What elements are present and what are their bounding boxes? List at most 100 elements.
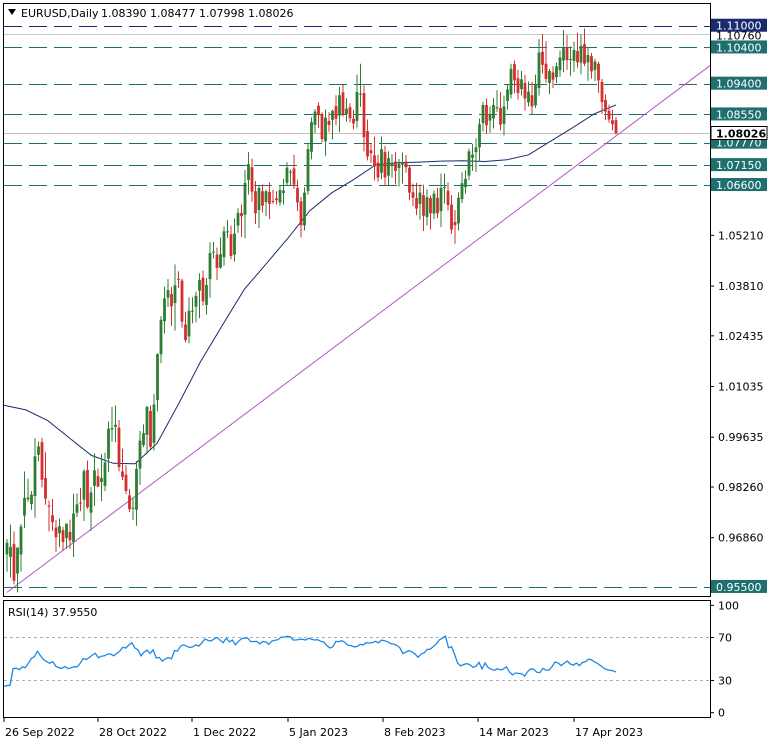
collapse-arrow-icon[interactable] xyxy=(8,9,16,15)
level-tag-box xyxy=(711,40,767,54)
candle-body xyxy=(278,190,282,203)
level-tag-text: 1.09400 xyxy=(716,78,762,91)
candle xyxy=(61,526,65,551)
candle xyxy=(572,41,576,72)
candle-body xyxy=(114,424,117,427)
candle xyxy=(243,169,247,239)
candle xyxy=(96,468,100,488)
price-tick-label: 1.05210 xyxy=(718,229,764,242)
candle-body xyxy=(411,192,415,198)
price-tick-label: 1.02435 xyxy=(718,330,764,343)
candle xyxy=(100,454,103,502)
candle-body xyxy=(215,254,219,268)
candle xyxy=(450,195,453,234)
candle-body xyxy=(320,114,324,140)
rsi-tick-label: 100 xyxy=(718,599,739,612)
candle xyxy=(68,519,72,549)
candle xyxy=(65,523,68,549)
candle-body xyxy=(593,61,597,70)
candle-body xyxy=(19,526,23,555)
candle xyxy=(320,112,324,143)
candle xyxy=(292,154,296,190)
level-tag-box xyxy=(711,158,767,172)
candle-body xyxy=(488,114,492,121)
level-tag-box xyxy=(711,76,767,90)
candle-body xyxy=(121,471,124,477)
candle xyxy=(537,39,541,96)
candle xyxy=(19,523,23,572)
candle-body xyxy=(317,105,320,116)
candle xyxy=(163,286,166,334)
candle-body xyxy=(590,56,593,72)
candle-body xyxy=(450,204,453,230)
candle xyxy=(250,158,254,202)
current-price-text: 1.08026 xyxy=(716,128,766,141)
candle-body xyxy=(380,149,383,173)
candle-body xyxy=(551,72,555,80)
candle-body xyxy=(362,93,366,138)
candle-body xyxy=(250,167,254,192)
candle-body xyxy=(233,233,236,255)
candle xyxy=(121,448,124,481)
level-tag: 1.08550 xyxy=(711,107,767,121)
price-tick-label: 0.99635 xyxy=(718,431,764,444)
candle xyxy=(317,102,320,128)
candle xyxy=(156,353,159,412)
candle xyxy=(600,78,604,114)
level-tag-text: 1.07150 xyxy=(716,159,762,172)
candle-body xyxy=(607,110,611,120)
trendline xyxy=(6,65,711,593)
candle xyxy=(509,63,513,99)
candle-body xyxy=(373,155,376,167)
candle xyxy=(254,181,257,225)
candle xyxy=(387,151,390,186)
candle xyxy=(142,424,145,448)
candle-body xyxy=(614,120,618,134)
candle-body xyxy=(579,46,583,63)
price-tick-label: 0.98260 xyxy=(718,481,764,494)
candle-body xyxy=(254,191,257,214)
moving-average-layer xyxy=(3,104,617,465)
candle-body xyxy=(453,221,457,226)
candle xyxy=(516,69,520,100)
candle xyxy=(233,218,236,262)
candle xyxy=(275,191,278,205)
candle-body xyxy=(611,120,614,125)
candle-body xyxy=(296,187,299,203)
level-tag-text: 1.06600 xyxy=(716,179,762,192)
candle xyxy=(299,196,303,238)
candle-body xyxy=(558,57,562,71)
candle-body xyxy=(285,167,289,183)
candle-body xyxy=(163,298,166,322)
candle xyxy=(513,60,516,94)
candle xyxy=(583,28,586,67)
level-tag: 1.11000 xyxy=(711,18,767,33)
candle xyxy=(26,478,30,502)
candle-body xyxy=(583,44,586,64)
candle-body xyxy=(464,178,467,188)
candle-body xyxy=(544,63,548,79)
candle-body xyxy=(40,442,44,480)
candle xyxy=(394,152,397,185)
candle-body xyxy=(338,95,341,116)
candle-body xyxy=(159,319,163,355)
candle-body xyxy=(425,197,429,217)
price-tick-label: 0.96860 xyxy=(718,532,764,545)
candle xyxy=(180,278,184,328)
candle xyxy=(548,69,551,95)
candle-body xyxy=(128,495,131,510)
candle-body xyxy=(145,406,149,435)
candle-body xyxy=(5,542,9,555)
candle-body xyxy=(499,107,502,125)
candle xyxy=(173,264,177,331)
candle xyxy=(327,112,331,132)
candle-body xyxy=(467,151,471,176)
rsi-line xyxy=(3,635,617,687)
candle-body xyxy=(110,427,114,430)
candle xyxy=(170,287,173,326)
candle-body xyxy=(562,48,565,61)
candle xyxy=(411,183,415,207)
candle-body xyxy=(404,161,408,168)
